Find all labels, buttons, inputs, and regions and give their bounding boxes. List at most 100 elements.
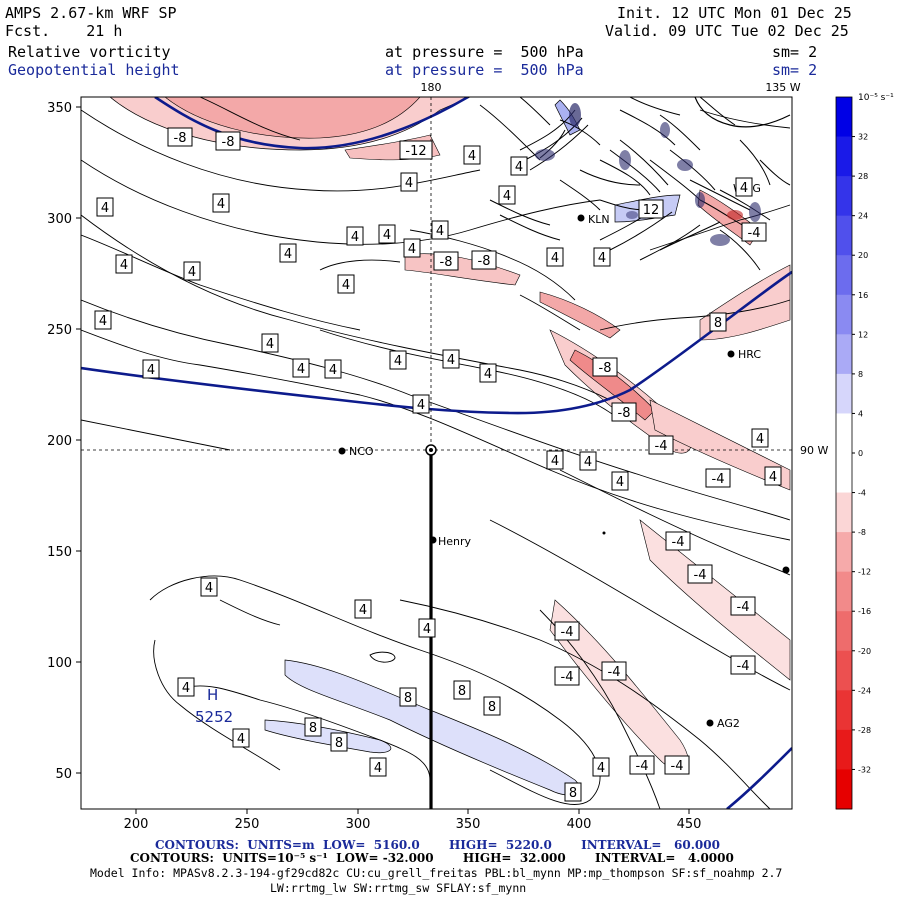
contour-label: 4 [616, 475, 624, 490]
contour-label: -4 [737, 600, 750, 615]
contour-label-box [751, 428, 769, 448]
high-pressure-label: H [207, 686, 218, 704]
contour-label-box [177, 677, 195, 697]
x-axis-labels: 200 250 300 350 400 450 [124, 817, 702, 832]
y-tick-label: 50 [55, 767, 72, 782]
contour-label: -4 [636, 759, 649, 774]
contour-label-box [115, 254, 133, 274]
contour-label-box [579, 451, 597, 471]
contour-label: 4 [484, 367, 492, 382]
field2-level: at pressure = 500 hPa [385, 61, 584, 79]
y-tick-label: 350 [47, 101, 72, 116]
colorbar-tick-label: -28 [858, 726, 871, 735]
contour-label-box [330, 732, 348, 752]
colorbar-tick-label: 28 [858, 172, 868, 181]
contour-label-box [664, 755, 690, 775]
station-marker [338, 447, 346, 455]
colorbar-swatch [836, 769, 852, 810]
contour-label-box [665, 531, 691, 551]
contour-label: 4 [266, 337, 274, 352]
contour-label-box [378, 224, 396, 244]
contour-label-box [400, 172, 418, 192]
contour-label: 4 [188, 265, 196, 280]
x-tick-label: 350 [456, 817, 481, 832]
contour-label-box [433, 251, 459, 271]
contour-label-box [324, 359, 342, 379]
contour-label-box [764, 466, 782, 486]
contour-label: 4 [297, 362, 305, 377]
colorbar-swatch [836, 453, 852, 494]
contour-label: 4 [598, 251, 606, 266]
contour-label-box [730, 596, 756, 616]
field1-name: Relative vorticity [8, 43, 171, 61]
contour-label-box [96, 197, 114, 217]
lon-label-90w: 90 W [800, 444, 828, 457]
valid-time: Valid. 09 UTC Tue 02 Dec 25 [605, 22, 849, 40]
contour-label: -4 [671, 759, 684, 774]
contour-label: 4 [597, 761, 605, 776]
contour-label: 4 [205, 581, 213, 596]
contour-label: -8 [618, 406, 631, 421]
model-title: AMPS 2.67-km WRF SP [5, 4, 177, 22]
contour-label: 4 [447, 353, 455, 368]
contour-label: 4 [503, 189, 511, 204]
contour-label: -4 [748, 226, 761, 241]
station-label-ag2: AG2 [717, 717, 740, 730]
x-tick-label: 450 [677, 817, 702, 832]
contour-label: 8 [569, 786, 577, 801]
colorbar-swatch [836, 492, 852, 533]
station-marker [602, 531, 606, 535]
contour-label-box [687, 564, 713, 584]
contour-label: 4 [740, 181, 748, 196]
colorbar: 32 28 24 20 16 12 8 4 0 -4 -8 -12 -16 -20 -24 -28 -32 [835, 96, 871, 810]
vorticity-shading-negative [109, 97, 791, 771]
contour-label-box [483, 696, 501, 716]
contour-label-box [279, 243, 297, 263]
lon-label-135w: 135 W [765, 81, 800, 94]
contour-label-box [592, 757, 610, 777]
contour-label-box [593, 247, 611, 267]
station-label-hrc: HRC [738, 348, 761, 361]
contour-label-box [418, 618, 436, 638]
footer-vort-interval: INTERVAL= 4.0000 [595, 851, 734, 865]
colorbar-swatch [836, 532, 852, 573]
geopotential-height-contours [81, 97, 792, 809]
forecast-hour: Fcst. 21 h [5, 22, 123, 40]
contour-label-box [463, 145, 481, 165]
station-marker [577, 214, 585, 222]
contour-label: 8 [335, 736, 343, 751]
contour-label: 4 [383, 228, 391, 243]
contour-label-box [479, 363, 497, 383]
contour-label-box [705, 468, 731, 488]
plot-border [80, 96, 793, 810]
contour-label: -8 [174, 131, 187, 146]
contour-label-box [442, 349, 460, 369]
x-tick-label: 200 [124, 817, 149, 832]
y-tick-label: 200 [47, 434, 72, 449]
contour-label-box [629, 755, 655, 775]
contour-label-box [403, 238, 421, 258]
contour-label: 4 [359, 603, 367, 618]
contour-label: -12 [405, 144, 426, 159]
contour-label: -8 [599, 361, 612, 376]
contour-label-box [546, 450, 564, 470]
field2-smooth: sm= 2 [772, 61, 818, 79]
contour-label-box [389, 350, 407, 370]
contour-label-box [399, 687, 417, 707]
colorbar-tick-label: 16 [858, 291, 868, 300]
lon-label-180: 180 [421, 81, 442, 94]
contour-label-box [453, 680, 471, 700]
contour-label-box [354, 599, 372, 619]
contour-label-box [346, 226, 364, 246]
colorbar-tick-label: -32 [858, 765, 871, 774]
contour-label-box [167, 127, 193, 147]
contour-label-box [261, 333, 279, 353]
contour-label: -8 [222, 135, 235, 150]
colorbar-tick-label: 32 [858, 133, 868, 142]
footer-height-low: CONTOURS: UNITS=m LOW= 5160.0 [155, 838, 420, 852]
contour-label: 4 [408, 242, 416, 257]
contour-label-box [709, 312, 727, 332]
contour-label: 4 [342, 278, 350, 293]
contour-label: 4 [551, 251, 559, 266]
contour-label: 4 [769, 470, 777, 485]
